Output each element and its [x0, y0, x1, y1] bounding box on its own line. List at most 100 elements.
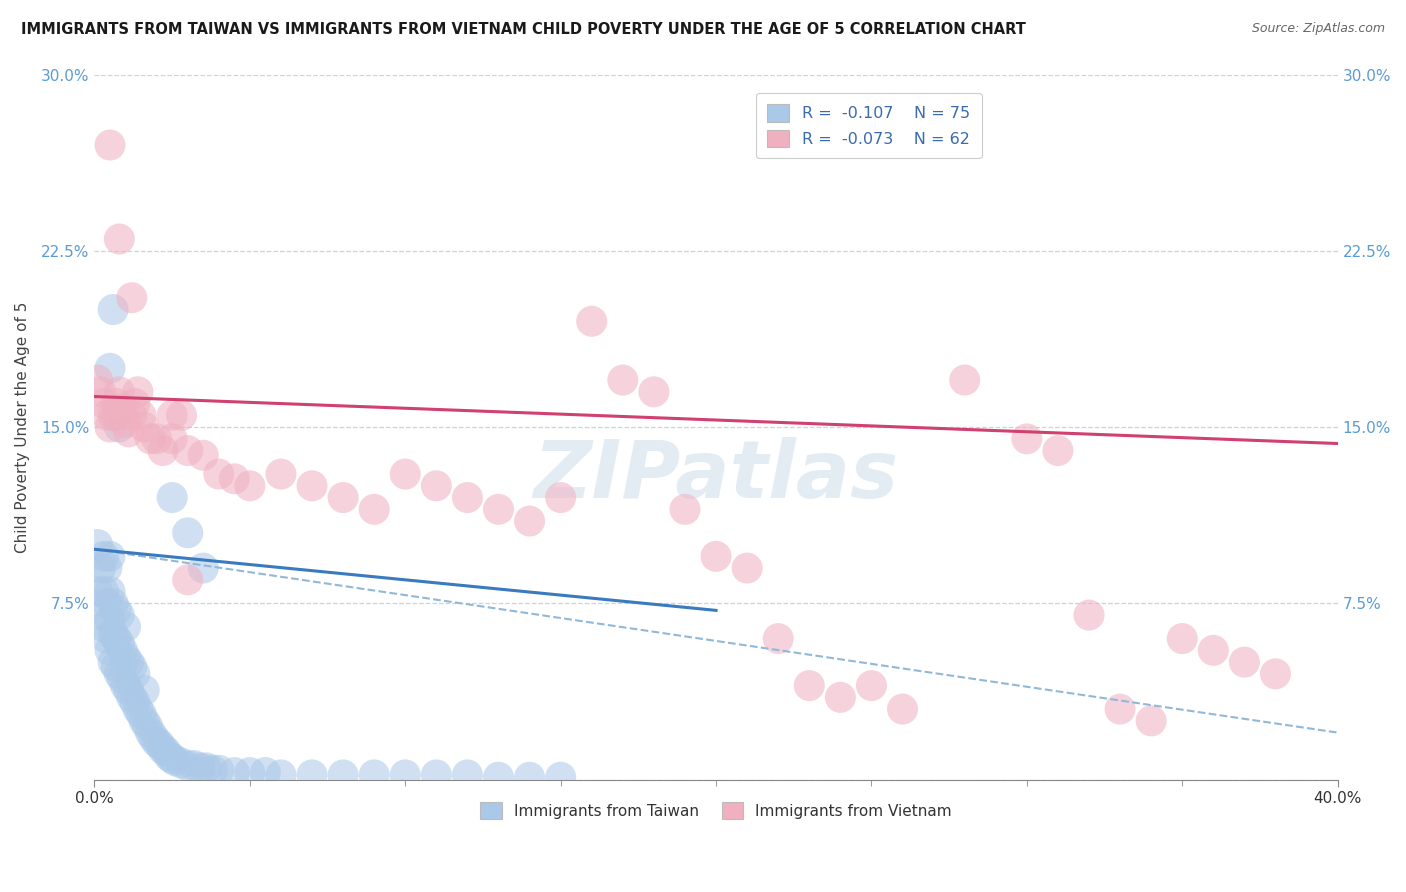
Point: [127, 702, 149, 716]
Point: [183, 758, 205, 772]
Point: [118, 655, 141, 669]
Point: [114, 650, 136, 665]
Point: [96, 632, 118, 646]
Point: [363, 768, 385, 782]
Point: [170, 409, 193, 423]
Point: [90, 608, 112, 623]
Legend: Immigrants from Taiwan, Immigrants from Vietnam: Immigrants from Taiwan, Immigrants from …: [474, 796, 957, 825]
Point: [101, 596, 124, 610]
Point: [108, 232, 131, 246]
Point: [177, 525, 200, 540]
Point: [136, 718, 159, 732]
Point: [111, 672, 134, 686]
Point: [152, 742, 174, 756]
Point: [332, 768, 354, 782]
Point: [1015, 432, 1038, 446]
Point: [157, 749, 180, 764]
Point: [101, 655, 124, 669]
Point: [953, 373, 976, 387]
Point: [134, 420, 156, 434]
Point: [177, 443, 200, 458]
Point: [98, 420, 121, 434]
Point: [124, 666, 146, 681]
Point: [139, 432, 162, 446]
Point: [201, 763, 224, 777]
Point: [105, 409, 128, 423]
Point: [160, 432, 183, 446]
Point: [108, 384, 131, 399]
Point: [96, 596, 118, 610]
Point: [195, 761, 218, 775]
Point: [160, 409, 183, 423]
Text: Source: ZipAtlas.com: Source: ZipAtlas.com: [1251, 22, 1385, 36]
Point: [105, 632, 128, 646]
Point: [121, 690, 143, 705]
Point: [766, 632, 789, 646]
Point: [1264, 666, 1286, 681]
Point: [193, 561, 215, 575]
Point: [488, 502, 510, 516]
Point: [105, 396, 128, 410]
Point: [124, 695, 146, 709]
Point: [735, 561, 758, 575]
Point: [1171, 632, 1194, 646]
Point: [550, 770, 572, 784]
Point: [93, 584, 115, 599]
Point: [93, 549, 115, 564]
Point: [488, 770, 510, 784]
Point: [101, 409, 124, 423]
Point: [114, 416, 136, 430]
Point: [332, 491, 354, 505]
Point: [160, 751, 183, 765]
Point: [134, 683, 156, 698]
Point: [129, 409, 152, 423]
Point: [177, 758, 200, 772]
Point: [799, 679, 821, 693]
Point: [118, 425, 141, 439]
Point: [394, 467, 416, 481]
Point: [239, 765, 262, 780]
Point: [98, 613, 121, 627]
Point: [114, 679, 136, 693]
Point: [1078, 608, 1101, 623]
Point: [301, 768, 323, 782]
Point: [612, 373, 634, 387]
Point: [149, 737, 172, 751]
Point: [519, 770, 541, 784]
Point: [519, 514, 541, 528]
Point: [108, 666, 131, 681]
Point: [105, 603, 128, 617]
Point: [643, 384, 665, 399]
Point: [96, 561, 118, 575]
Point: [1046, 443, 1069, 458]
Y-axis label: Child Poverty Under the Age of 5: Child Poverty Under the Age of 5: [15, 301, 30, 553]
Point: [152, 443, 174, 458]
Point: [177, 573, 200, 587]
Point: [86, 538, 108, 552]
Point: [239, 479, 262, 493]
Point: [165, 754, 187, 768]
Point: [118, 683, 141, 698]
Point: [93, 620, 115, 634]
Point: [456, 491, 478, 505]
Point: [394, 768, 416, 782]
Point: [90, 384, 112, 399]
Point: [96, 409, 118, 423]
Point: [860, 679, 883, 693]
Point: [550, 491, 572, 505]
Point: [208, 763, 231, 777]
Point: [93, 396, 115, 410]
Point: [155, 744, 177, 758]
Point: [98, 138, 121, 153]
Point: [270, 768, 292, 782]
Point: [139, 725, 162, 739]
Point: [188, 761, 211, 775]
Point: [124, 396, 146, 410]
Point: [114, 620, 136, 634]
Point: [121, 409, 143, 423]
Point: [98, 549, 121, 564]
Point: [98, 361, 121, 376]
Text: ZIPatlas: ZIPatlas: [533, 437, 898, 516]
Point: [170, 756, 193, 771]
Point: [208, 467, 231, 481]
